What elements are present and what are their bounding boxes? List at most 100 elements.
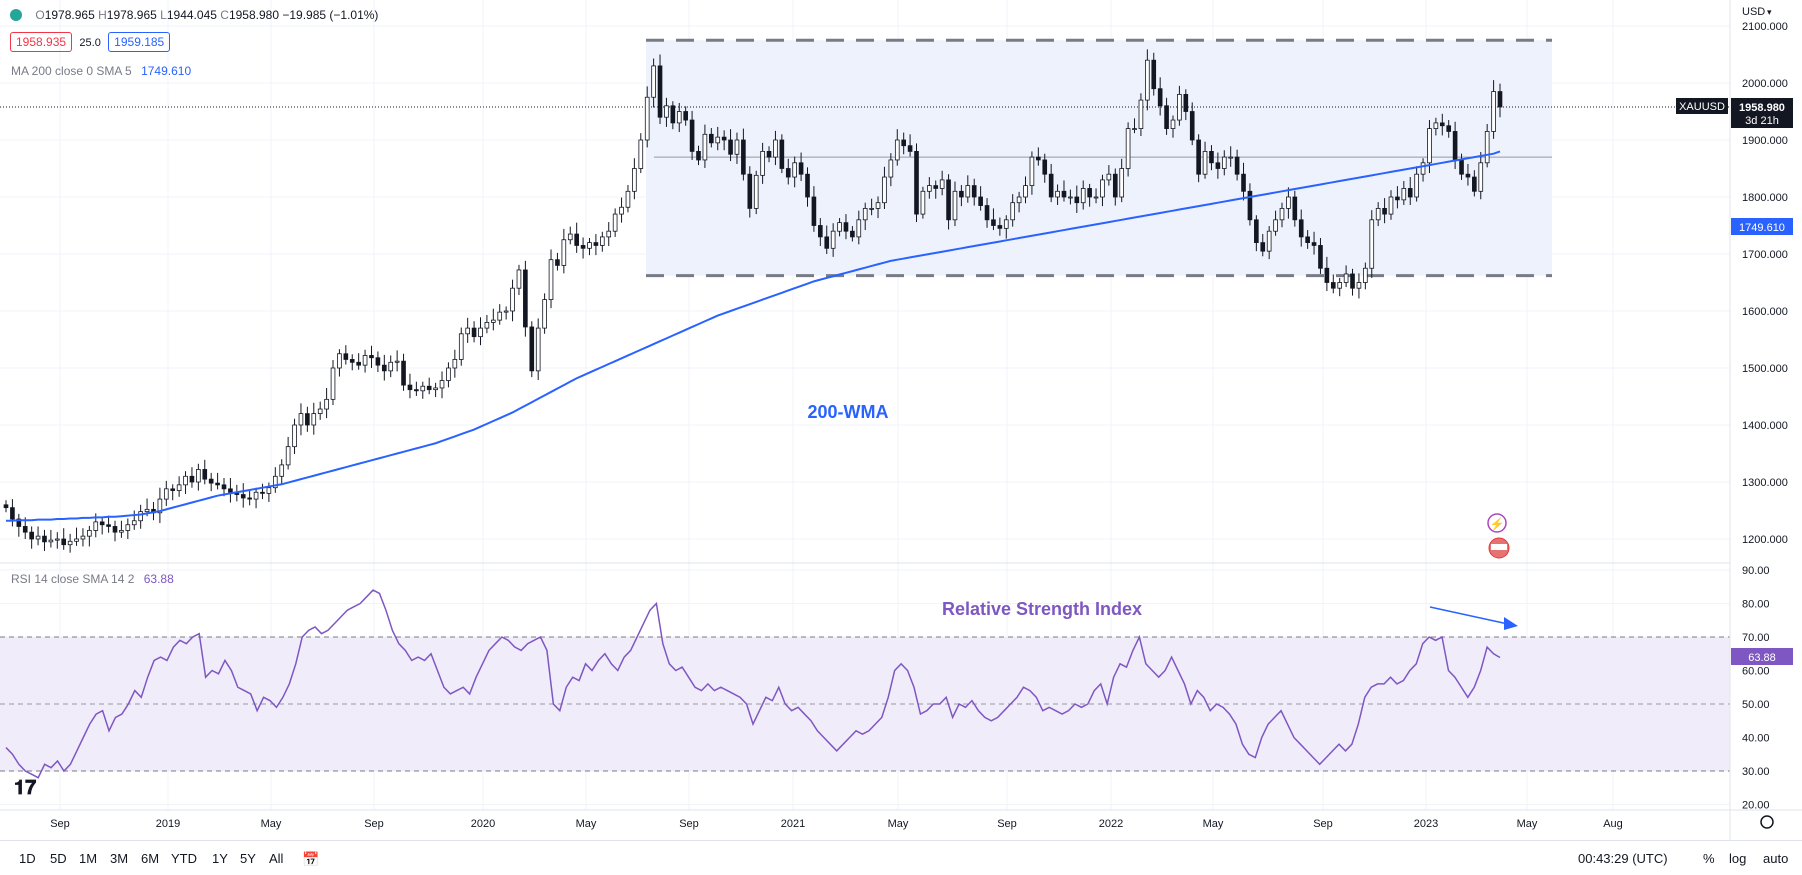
- lightning-glyph: ⚡: [1490, 517, 1505, 531]
- candle-body: [1106, 173, 1112, 181]
- candle-body: [882, 176, 887, 204]
- candle-body: [458, 333, 464, 360]
- bid-button[interactable]: 1958.935: [10, 32, 73, 52]
- candle-body: [747, 173, 753, 209]
- candle-body: [516, 269, 522, 289]
- candle-body: [215, 482, 220, 486]
- rsi-line: [5, 589, 1501, 779]
- candle-body: [523, 269, 528, 328]
- candle-body: [61, 538, 67, 546]
- candle-body: [1029, 156, 1035, 187]
- candle-body: [971, 185, 977, 198]
- candle-body: [676, 111, 682, 124]
- candle-body: [901, 139, 906, 147]
- candle-body: [818, 225, 823, 238]
- candle-body: [837, 222, 842, 232]
- candle-body: [298, 413, 304, 426]
- ma-value-tag: 1749.610: [1739, 222, 1785, 234]
- candlestick-series: [3, 49, 1503, 553]
- candle-body: [1036, 156, 1041, 161]
- candle-body: [850, 230, 855, 238]
- price-chart[interactable]: 200-WMA ⚡ Relative Strength Index 2100.0…: [0, 0, 1802, 840]
- lightning-icon[interactable]: [1487, 513, 1507, 533]
- candle-body: [1382, 207, 1387, 215]
- candle-body: [176, 484, 182, 491]
- date-range-icon[interactable]: 📅: [302, 851, 320, 867]
- ask-button[interactable]: 1959.185: [108, 32, 171, 52]
- rsi-tick-label: 90.00: [1742, 565, 1770, 577]
- candle-body: [189, 475, 195, 483]
- timeframe-1m[interactable]: 1M: [79, 851, 98, 866]
- candle-body: [991, 219, 996, 226]
- candle-body: [1356, 282, 1362, 289]
- price-axis[interactable]: 2100.000 2000.000 1900.000 1800.000 1700.000…: [1742, 21, 1788, 546]
- candle-body: [490, 319, 496, 323]
- candle-body: [1414, 173, 1419, 198]
- candle-body: [952, 190, 958, 221]
- candle-body: [157, 498, 163, 514]
- spread-value: 25.0: [79, 37, 101, 49]
- candle-body: [600, 236, 605, 246]
- candle-body: [664, 105, 669, 118]
- candle-body: [978, 196, 983, 206]
- timeframe-1d[interactable]: 1D: [19, 851, 36, 866]
- candle-body: [689, 119, 695, 152]
- timeframe-ytd[interactable]: YTD: [171, 851, 197, 866]
- candle-body: [984, 205, 990, 221]
- price-tick-label: 1500.000: [1742, 363, 1788, 375]
- timeframe-5y[interactable]: 5Y: [240, 851, 256, 866]
- settings-gear-icon[interactable]: [1760, 815, 1774, 829]
- time-tick-label: Sep: [364, 818, 384, 830]
- timeframe-3m[interactable]: 3M: [110, 851, 129, 866]
- rsi-legend[interactable]: RSI 14 close SMA 14 2 63.88: [11, 572, 174, 586]
- time-axis[interactable]: Sep 2019 May Sep 2020 May Sep 2021 May Sep 2022 May…: [50, 818, 1623, 830]
- price-tick-label: 1700.000: [1742, 249, 1788, 261]
- currency-selector[interactable]: USD: [1742, 6, 1765, 18]
- log-toggle[interactable]: log: [1729, 851, 1747, 866]
- candle-body: [1202, 150, 1208, 175]
- timeframe-5d[interactable]: 5D: [50, 851, 67, 866]
- candle-body: [798, 162, 804, 175]
- chevron-down-icon[interactable]: ▾: [1767, 7, 1772, 17]
- ma-legend[interactable]: MA 200 close 0 SMA 5 1749.610: [11, 64, 191, 78]
- utc-clock[interactable]: 00:43:29 (UTC): [1578, 851, 1668, 866]
- rsi-axis[interactable]: 90.00 80.00 70.00 60.00 50.00 40.00 30.00 20.00: [1742, 565, 1770, 812]
- time-tick-label: 2023: [1414, 818, 1438, 830]
- candle-body: [587, 242, 592, 249]
- candle-body: [869, 207, 874, 210]
- candle-body: [1363, 267, 1368, 283]
- ma-legend-label: MA 200 close 0 SMA 5: [11, 64, 132, 78]
- candle-body: [362, 355, 368, 366]
- rsi-legend-label: RSI 14 close SMA 14 2: [11, 572, 135, 586]
- candle-body: [343, 353, 349, 360]
- candle-body: [1196, 139, 1201, 175]
- candle-body: [529, 326, 535, 372]
- close-value: 1958.980: [228, 8, 279, 22]
- time-tick-label: May: [1203, 818, 1224, 830]
- candle-body: [1446, 125, 1452, 132]
- market-status-icon[interactable]: [10, 9, 22, 21]
- candle-body: [638, 139, 644, 169]
- timeframe-all[interactable]: All: [269, 851, 284, 866]
- price-tick-label: 1600.000: [1742, 306, 1788, 318]
- candle-body: [811, 196, 817, 226]
- candle-body: [394, 360, 400, 363]
- auto-toggle[interactable]: auto: [1763, 851, 1789, 866]
- low-value: 1944.045: [166, 8, 217, 22]
- candle-body: [1164, 105, 1169, 130]
- candle-body: [29, 531, 34, 540]
- candle-body: [503, 310, 509, 313]
- candle-body: [471, 327, 477, 338]
- candle-body: [1074, 196, 1080, 204]
- ma-legend-value: 1749.610: [141, 64, 192, 78]
- open-value: 1978.965: [44, 8, 95, 22]
- candle-body: [67, 540, 73, 546]
- percent-toggle[interactable]: %: [1703, 851, 1715, 866]
- timeframe-1y[interactable]: 1Y: [212, 851, 228, 866]
- candle-body: [1459, 159, 1464, 175]
- candle-body: [1254, 219, 1259, 244]
- tradingview-logo-icon[interactable]: 𝟏𝟕: [14, 777, 36, 799]
- candle-body: [1016, 196, 1022, 204]
- candle-body: [452, 359, 458, 369]
- timeframe-6m[interactable]: 6M: [141, 851, 160, 866]
